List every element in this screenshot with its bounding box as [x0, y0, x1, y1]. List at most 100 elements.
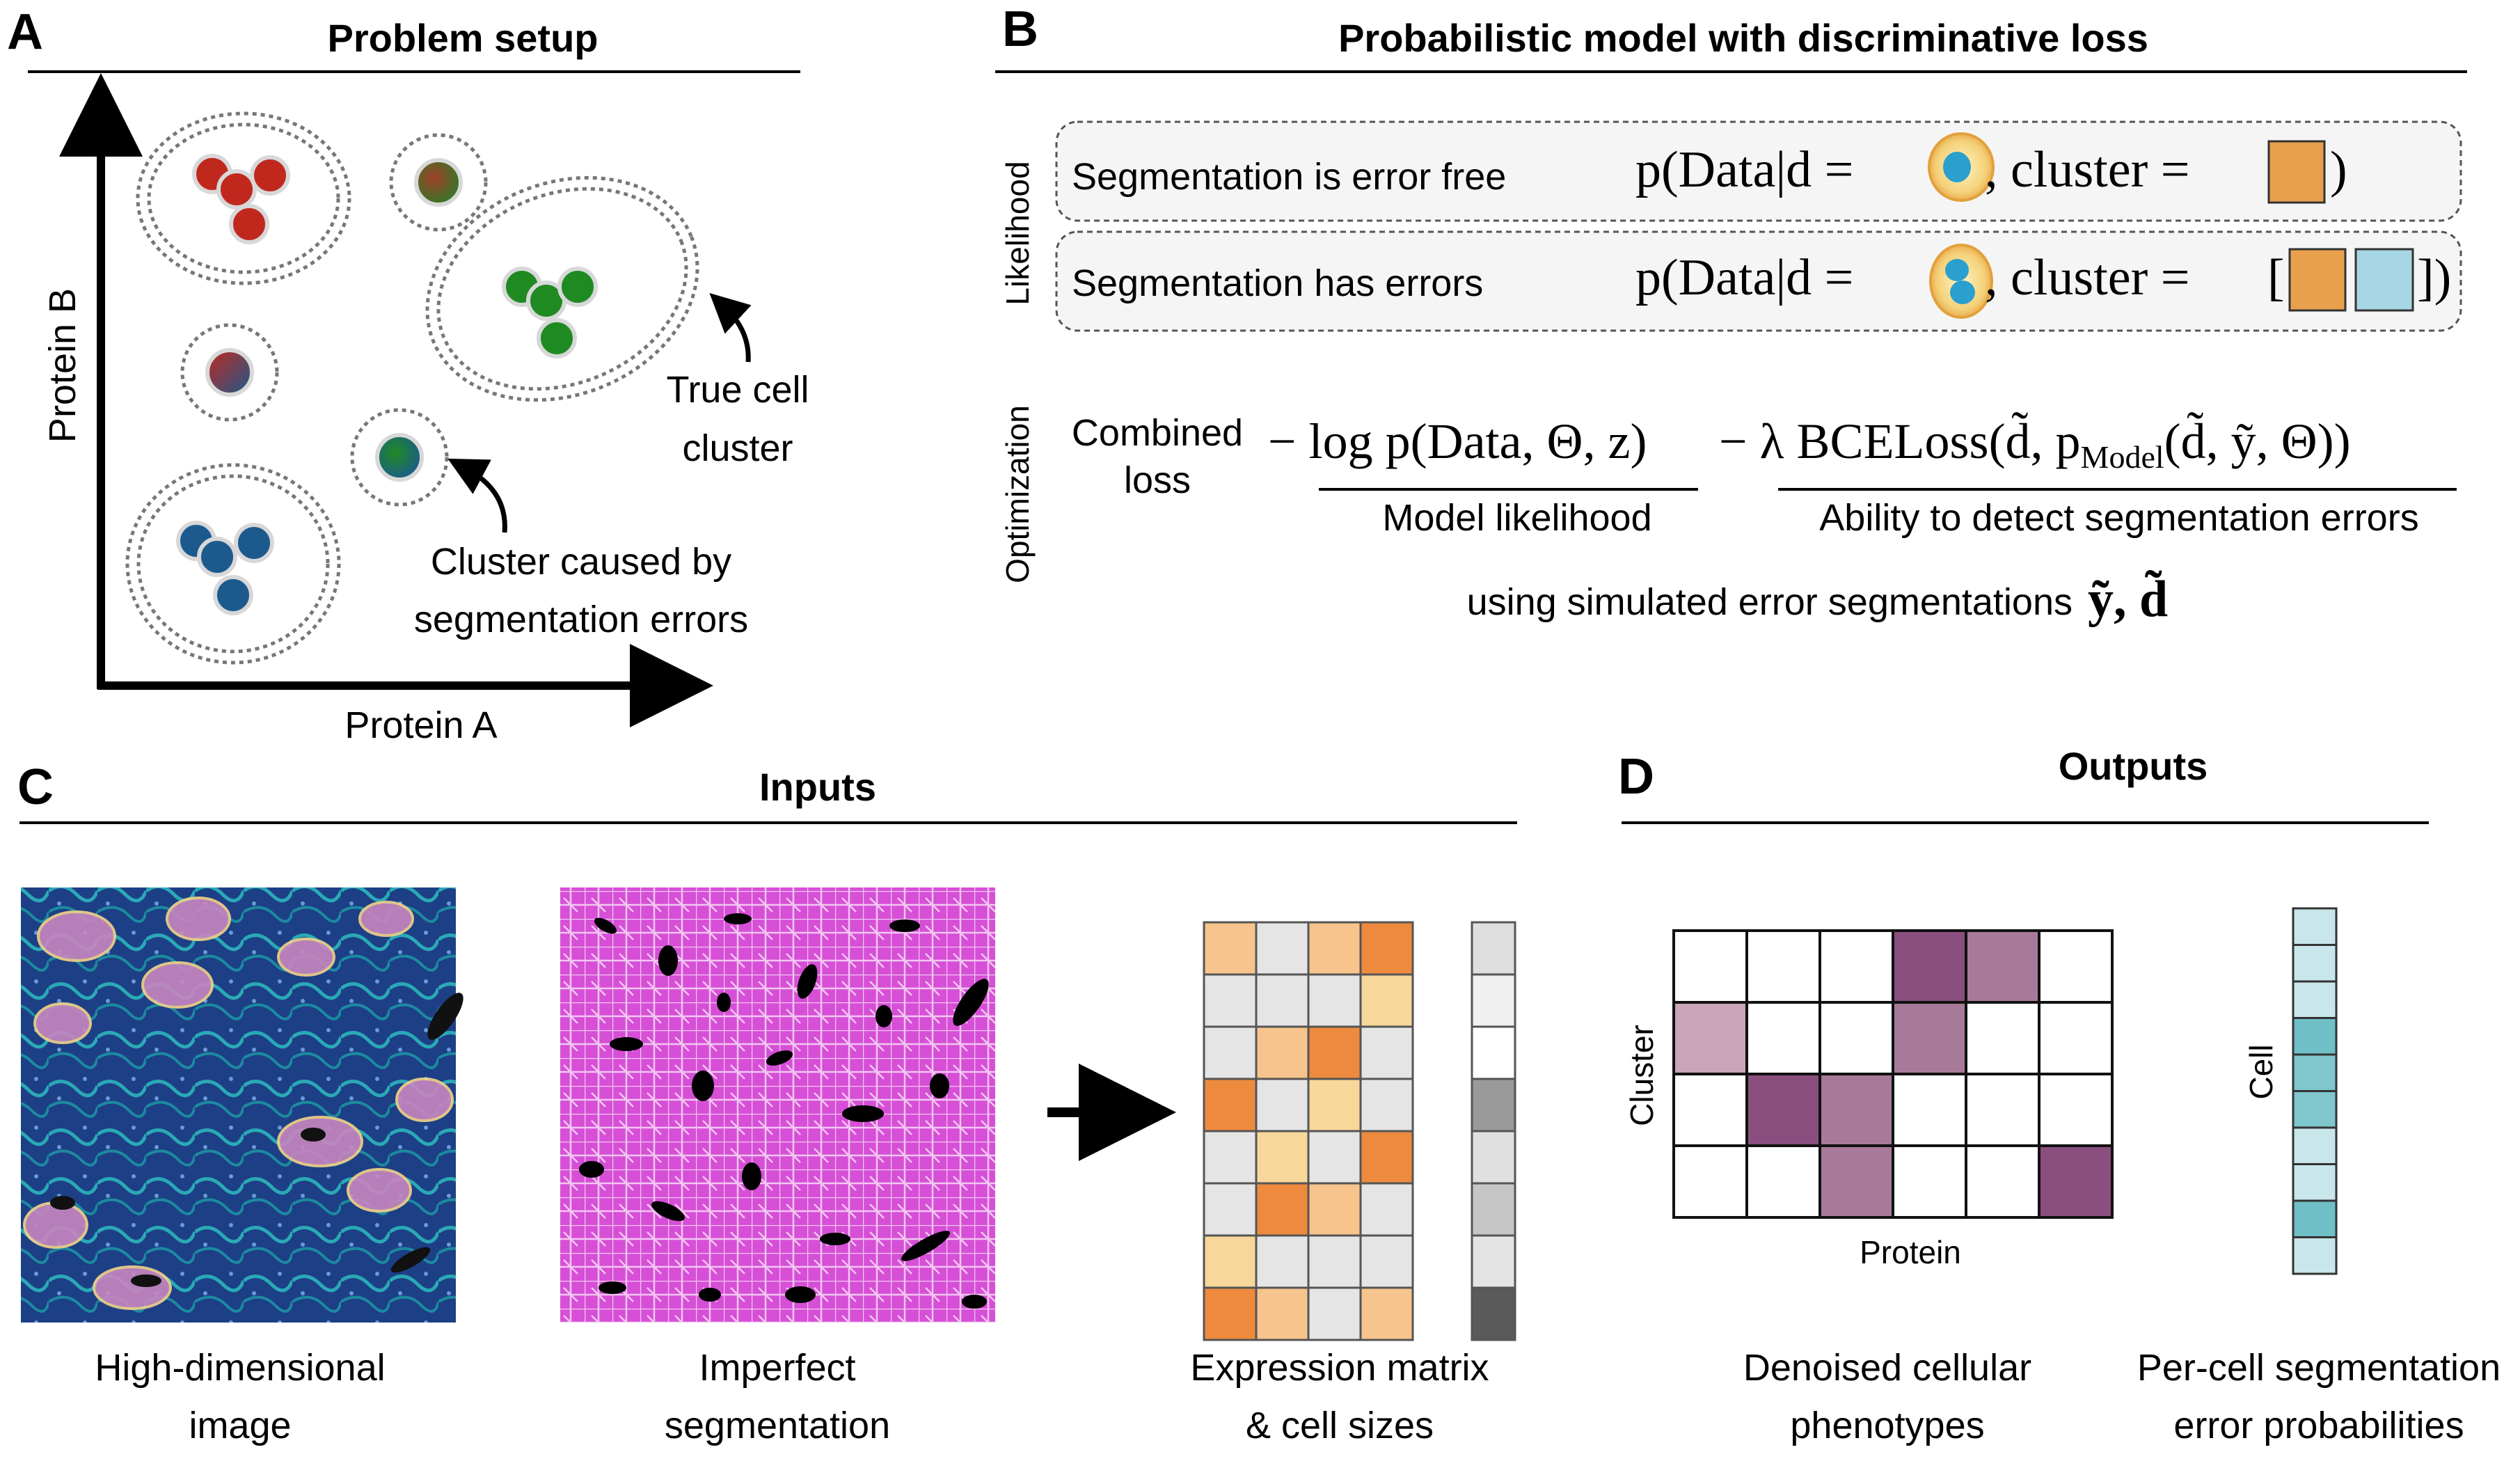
panel-c-letter: C [17, 759, 54, 815]
mixed-cell-top [389, 133, 488, 232]
img1-caption-1: High-dimensional [95, 1347, 385, 1389]
phenotype-cell [1892, 1144, 1967, 1219]
error-free-cluster-text: , cluster = [1985, 141, 2189, 198]
panel-a: A Problem setup Protein B Protein A [7, 4, 809, 746]
cell-size-cell [1471, 973, 1516, 1028]
expression-cell [1359, 1078, 1414, 1132]
panel-d-letter: D [1618, 749, 1654, 805]
bracket-close: ]) [2417, 249, 2451, 306]
phenotype-cell [1965, 929, 2040, 1004]
error-prob-cell [2292, 907, 2338, 946]
expression-cell [1203, 1078, 1258, 1132]
expression-cell [1203, 1025, 1258, 1080]
green-cell [537, 318, 577, 358]
red-cell [216, 169, 257, 210]
mixed-cell-middle [180, 323, 279, 422]
img3-caption-1: Expression matrix [1190, 1347, 1489, 1389]
cell-size-cell [1471, 1130, 1516, 1185]
phenotype-cell [1672, 1073, 1748, 1147]
phenotype-cell [1892, 929, 1967, 1004]
likelihood-label: Likelihood [999, 161, 1036, 305]
expression-cell [1255, 973, 1310, 1028]
error-prob-cell [2292, 1017, 2338, 1056]
error-free-formula: p(Data|d = [1635, 141, 1853, 198]
error-probability-column [2292, 907, 2338, 1275]
has-errors-box [1055, 230, 2462, 332]
green-true-cluster [425, 175, 699, 402]
y-axis-label: Protein B [42, 288, 84, 443]
phenotype-cell [1892, 1001, 1967, 1075]
combined-loss-2: loss [1124, 459, 1191, 501]
panel-c-title: Inputs [759, 765, 876, 809]
cell-size-cell [1471, 1078, 1516, 1132]
expression-cell [1203, 1234, 1258, 1289]
expression-matrix [1203, 921, 1414, 1341]
simulated-text: using simulated error segmentations [1467, 581, 2073, 623]
blue-cell [234, 523, 274, 563]
annotation-true-cluster-1: True cell [666, 369, 809, 411]
phenotype-cell [1818, 1073, 1894, 1147]
loss-term-1: − log p(Data, Θ, z) [1268, 413, 1647, 469]
expression-cell [1307, 1234, 1362, 1289]
expression-cell [1359, 973, 1414, 1028]
annotation-true-cluster-2: cluster [682, 427, 793, 469]
cell-axis-label: Cell [2243, 1044, 2279, 1099]
cell-size-cell [1471, 921, 1516, 976]
blue-true-cluster [125, 463, 341, 665]
phenotype-cell [1745, 1001, 1821, 1075]
expression-cell [1307, 1130, 1362, 1185]
caption2-line1: Per-cell segmentation [2137, 1347, 2501, 1389]
phenotype-cell [1745, 1144, 1821, 1219]
phenotype-cell [1672, 1144, 1748, 1219]
red-cell [229, 204, 269, 244]
cell-size-cell [1471, 1234, 1516, 1289]
has-errors-text: Segmentation has errors [1072, 262, 1483, 304]
red-cell [250, 155, 290, 196]
img1-caption-2: image [189, 1405, 291, 1446]
paren-close-1: ) [2330, 141, 2347, 198]
phenotype-cell [1818, 1144, 1894, 1219]
mixed-cell-bottom [350, 408, 449, 507]
expression-cell [1203, 1286, 1258, 1341]
cell-size-cell [1471, 1182, 1516, 1237]
optimization-label: Optimization [999, 405, 1036, 583]
phenotype-cell [1965, 1073, 2040, 1147]
cluster-axis-label: Cluster [1624, 1025, 1660, 1126]
loss-term-2: − λ BCELoss(d̃, pModel(d̃, ỹ, Θ)) [1719, 412, 2351, 475]
arrow-true-cluster [709, 293, 752, 363]
phenotype-cell [1672, 929, 1748, 1004]
expression-cell [1307, 973, 1362, 1028]
phenotype-cell [2038, 1073, 2114, 1147]
panel-b-letter: B [1002, 1, 1038, 57]
panel-c: C Inputs [17, 759, 1517, 1446]
red-true-cluster [136, 111, 351, 285]
expression-cell [1255, 1130, 1310, 1185]
panel-b-title: Probabilistic model with discriminative … [1338, 16, 2148, 60]
denoised-phenotype-matrix [1672, 929, 2114, 1219]
expression-cell [1307, 921, 1362, 976]
phenotype-cell [1745, 929, 1821, 1004]
has-errors-formula: p(Data|d = [1635, 249, 1853, 306]
error-prob-cell [2292, 980, 2338, 1019]
phenotype-cell [2038, 1001, 2114, 1075]
expression-cell [1307, 1025, 1362, 1080]
expression-cell [1255, 1234, 1310, 1289]
imperfect-segmentation-image [560, 887, 995, 1323]
high-dimensional-image [21, 887, 463, 1323]
expression-cell [1307, 1286, 1362, 1341]
phenotype-cell [1965, 1001, 2040, 1075]
caption1-line1: Denoised cellular [1743, 1347, 2031, 1389]
panel-a-letter: A [7, 4, 43, 60]
phenotype-cell [1672, 1001, 1748, 1075]
error-prob-cell [2292, 1090, 2338, 1129]
annotation-error-cluster-1: Cluster caused by [431, 541, 731, 583]
expression-cell [1359, 1286, 1414, 1341]
panel-b: B Probabilistic model with discriminativ… [995, 1, 2467, 628]
expression-cell [1203, 1182, 1258, 1237]
blue-cell [213, 575, 253, 615]
error-free-box [1055, 120, 2462, 222]
loss-term-1-caption: Model likelihood [1382, 497, 1651, 539]
panel-a-title: Problem setup [328, 16, 599, 60]
expression-cell [1359, 1234, 1414, 1289]
expression-cell [1255, 1182, 1310, 1237]
